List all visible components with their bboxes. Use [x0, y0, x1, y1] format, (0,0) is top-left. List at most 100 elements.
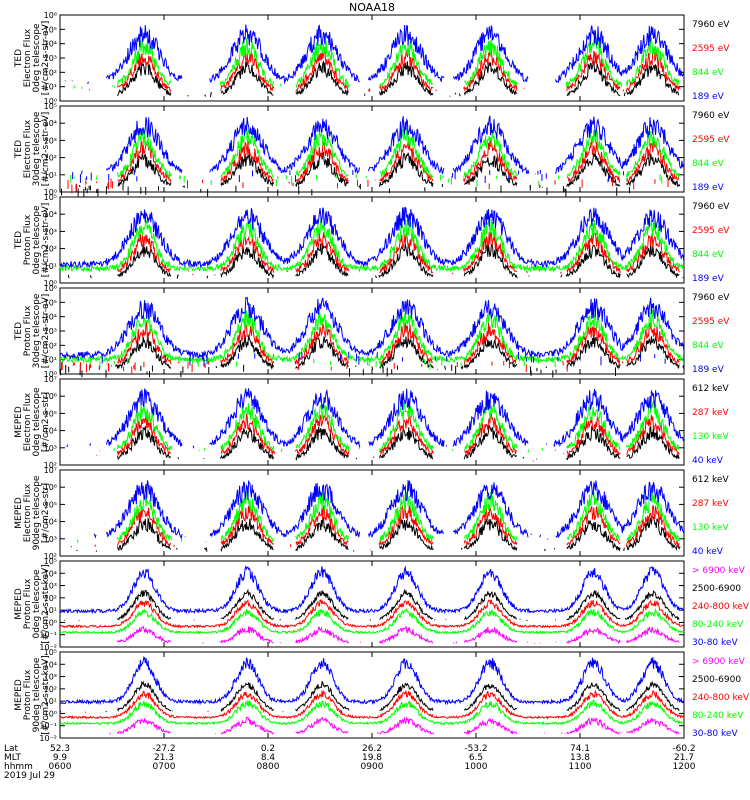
y-tick-label: 10² — [44, 154, 57, 163]
y-axis-label: TEDProton Flux30deg telescope[#/cm2-s-st… — [14, 293, 51, 368]
y-tick-label: 10¹ — [44, 606, 57, 615]
legend-entry: 612 keV — [692, 475, 729, 485]
y-tick-label: 10¹ — [44, 697, 57, 706]
legend-entry: 844 eV — [692, 250, 725, 260]
bottom-mlt-value: 13.8 — [570, 753, 590, 763]
y-tick-label: 10⁰ — [44, 97, 57, 106]
bottom-lat-value: 74.1 — [570, 744, 590, 754]
series-trace-0 — [111, 334, 685, 371]
legend-entry: 844 eV — [692, 341, 725, 351]
y-tick-label: 10⁻¹ — [39, 631, 57, 640]
legend-entry: 2595 eV — [692, 317, 730, 327]
bottom-hhmm-value: 0700 — [153, 762, 176, 772]
y-tick-label: 10⁰ — [44, 370, 57, 379]
y-tick-label: 10¹ — [44, 262, 57, 271]
legend-entry: 80-240 keV — [692, 620, 744, 630]
series-trace-3 — [59, 206, 685, 269]
bottom-lat-value: -53.2 — [464, 744, 487, 754]
legend-entry: 2595 eV — [692, 226, 730, 236]
series-trace-0 — [118, 425, 681, 461]
panel-traces — [64, 24, 685, 97]
legend-entry: 30-80 keV — [692, 638, 738, 648]
bottom-lat-value: 26.2 — [362, 744, 382, 754]
y-tick-label: 10⁰ — [44, 709, 57, 718]
y-tick-label: 10⁰ — [44, 188, 57, 197]
legend-entry: 287 keV — [692, 408, 729, 418]
series-trace-2 — [59, 309, 685, 364]
series-trace-3 — [64, 24, 685, 85]
series-trace-2 — [76, 490, 683, 543]
legend-entry: > 6900 keV — [692, 566, 746, 576]
panel-5: 10² 10³ 10⁴ 10⁵ 10⁶ 10⁷ MEPEDElectron Flux0deg… — [14, 375, 729, 470]
y-tick-label: 10⁶ — [44, 392, 57, 401]
legend-entry: 189 eV — [692, 274, 725, 284]
legend-entry: 240-800 keV — [692, 693, 750, 703]
bottom-row-label: hhmm — [4, 762, 33, 772]
y-axis-label: MEPEDProton Flux90deg telescope[#/cm2-s-… — [14, 655, 51, 734]
y-tick-label: 10¹ — [44, 356, 57, 365]
y-tick-label: 10⁻¹ — [39, 722, 57, 731]
y-tick-label: 10⁶ — [44, 483, 57, 492]
y-tick-label: 10⁴ — [44, 660, 57, 669]
y-tick-label: 10² — [44, 341, 57, 350]
y-tick-label: 10⁴ — [44, 40, 57, 49]
panel-traces — [61, 115, 685, 197]
y-tick-label: 10⁷ — [44, 375, 57, 384]
bottom-row-label: MLT — [4, 753, 22, 763]
series-trace-2 — [59, 599, 685, 629]
y-tick-label: 10⁵ — [44, 193, 57, 202]
legend-entry: 7960 eV — [692, 202, 730, 212]
series-trace-2 — [59, 219, 685, 273]
y-tick-label: 10³ — [44, 327, 57, 336]
y-tick-label: 10³ — [44, 535, 57, 544]
y-tick-label: 10² — [44, 594, 57, 603]
bottom-hhmm-value: 1200 — [673, 762, 696, 772]
legend-entry: 7960 eV — [692, 20, 730, 30]
y-tick-label: 10⁰ — [44, 279, 57, 288]
bottom-mlt-value: 8.4 — [261, 753, 276, 763]
series-trace-3 — [59, 296, 685, 360]
bottom-hhmm-value: 0600 — [49, 762, 72, 772]
y-tick-label: 10⁵ — [44, 648, 57, 657]
y-axis-label: TEDElectron Flux30deg telescope[#/cm2-s-… — [14, 111, 51, 186]
panel-traces — [59, 564, 685, 643]
y-axis-label: MEPEDProton Flux0deg telescope[#/cm2-s-s… — [14, 564, 51, 643]
panel-traces — [59, 296, 685, 378]
y-axis-label: TEDElectron Flux0deg telescope[#/cm2-s-s… — [14, 21, 51, 96]
y-tick-label: 10³ — [44, 582, 57, 591]
series-trace-1 — [89, 49, 683, 91]
y-tick-label: 10² — [44, 685, 57, 694]
bottom-lat-value: -27.2 — [152, 744, 175, 754]
series-trace-3 — [81, 115, 685, 175]
legend-entry: 2595 eV — [692, 44, 730, 54]
legend-entry: 612 keV — [692, 384, 729, 394]
legend-entry: 844 eV — [692, 68, 725, 78]
series-trace-2 — [59, 689, 685, 720]
y-tick-label: 10² — [44, 68, 57, 77]
series-trace-0 — [117, 60, 680, 97]
y-tick-label: 10⁵ — [44, 409, 57, 418]
bottom-lat-value: 0.2 — [261, 744, 275, 754]
y-tick-label: 10⁻² — [39, 643, 57, 652]
series-trace-4 — [59, 656, 685, 706]
legend-entry: 844 eV — [692, 159, 725, 169]
legend-entry: 130 keV — [692, 432, 729, 442]
bottom-hhmm-value: 0800 — [257, 762, 280, 772]
y-tick-label: 10⁴ — [44, 518, 57, 527]
y-tick-label: 10⁷ — [44, 466, 57, 475]
bottom-mlt-value: 6.5 — [469, 753, 483, 763]
series-trace-0 — [67, 242, 684, 280]
y-tick-label: 10⁵ — [44, 557, 57, 566]
y-tick-label: 10³ — [44, 227, 57, 236]
legend-entry: > 6900 keV — [692, 657, 746, 667]
legend-entry: 40 keV — [692, 547, 724, 557]
series-trace-0 — [78, 151, 681, 188]
panel-traces — [59, 656, 685, 736]
legend-entry: 2595 eV — [692, 135, 730, 145]
bottom-mlt-value: 21.3 — [154, 753, 174, 763]
bottom-hhmm-value: 1100 — [569, 762, 592, 772]
